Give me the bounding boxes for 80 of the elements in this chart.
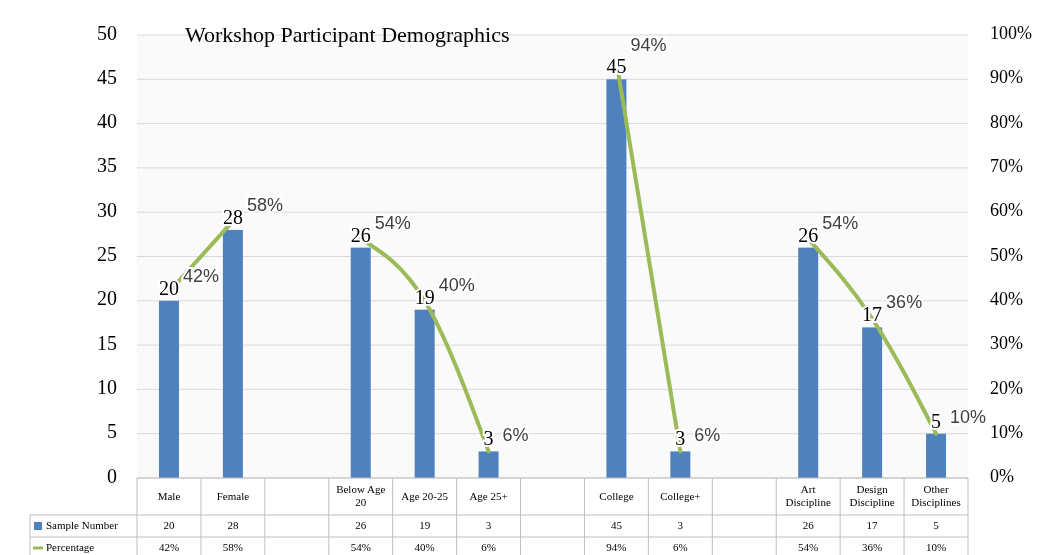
data-label: 58%: [222, 540, 243, 553]
bar: [862, 327, 883, 478]
y2-tick-label: 20%: [990, 377, 1023, 398]
x-tick-label: Design Discipline: [849, 482, 895, 508]
bar: [350, 247, 371, 478]
data-label: 3: [485, 518, 492, 531]
data-label: 19: [419, 518, 431, 531]
text: 26: [798, 223, 819, 246]
chart-title: Workshop Participant Demographics: [185, 22, 510, 47]
y-tick-label: 15: [97, 331, 117, 354]
x-tick-label: Below Age 20: [336, 482, 386, 508]
text: 26: [350, 223, 371, 246]
x-tick-label: Other Disciplines: [911, 482, 961, 508]
data-label: 6%: [673, 540, 688, 553]
y2-tick-label: 0%: [990, 466, 1014, 487]
legend-label: Percentage: [46, 540, 95, 553]
x-tick-label: Art Discipline: [785, 482, 831, 508]
x-tick-label: College: [599, 489, 634, 502]
y2-tick-label: 90%: [990, 67, 1023, 88]
text: 36%: [886, 292, 923, 313]
data-label: 45: [610, 518, 623, 531]
bar: [222, 229, 243, 478]
y2-tick-label: 40%: [990, 288, 1023, 309]
x-tick-label: Female: [216, 489, 250, 502]
y2-tick-label: 60%: [990, 200, 1023, 221]
y-tick-label: 40: [97, 110, 117, 133]
bar: [926, 433, 947, 478]
text: 54%: [822, 212, 859, 233]
text: 54%: [374, 212, 411, 233]
data-label: 28: [227, 518, 239, 531]
x-tick-label: Age 25+: [469, 489, 508, 502]
y-tick-label: 25: [97, 243, 117, 266]
y-tick-label: 0: [107, 464, 117, 487]
data-label: 20: [163, 518, 175, 531]
y2-tick-label: 80%: [990, 111, 1023, 132]
text: 6%: [502, 425, 529, 446]
data-label: 6%: [481, 540, 496, 553]
y-tick-label: 35: [97, 154, 117, 177]
y2-tick-label: 100%: [990, 23, 1032, 44]
data-label: 42%: [158, 540, 180, 553]
x-tick-label: College+: [660, 489, 701, 502]
y-tick-label: 20: [97, 287, 117, 310]
data-label: 54%: [798, 540, 819, 553]
data-label: 26: [355, 518, 367, 531]
bar: [414, 309, 435, 478]
text: 28: [222, 205, 243, 228]
data-label: 36%: [862, 540, 883, 553]
text: 94%: [630, 35, 667, 56]
data-label: 5: [933, 518, 940, 531]
data-label: 54%: [350, 540, 371, 553]
y-tick-label: 10: [97, 375, 117, 398]
y-tick-label: 30: [97, 198, 117, 221]
y2-tick-label: 10%: [990, 421, 1023, 442]
data-label: 3: [677, 518, 684, 531]
text: 3: [483, 427, 494, 450]
data-label: 26: [802, 518, 815, 531]
legend-label: Sample Number: [46, 518, 119, 531]
data-label: 10%: [925, 540, 947, 553]
bar: [798, 247, 819, 478]
y-tick-label: 50: [97, 21, 117, 44]
bar: [478, 451, 499, 478]
bar: [670, 451, 691, 478]
text: 40%: [438, 274, 475, 295]
text: 58%: [246, 194, 283, 215]
data-label: 94%: [606, 540, 627, 553]
y-tick-label: 45: [97, 65, 117, 88]
bar: [158, 300, 179, 478]
y2-tick-label: 30%: [990, 333, 1023, 354]
text: 5: [931, 409, 942, 432]
bar: [606, 79, 627, 478]
y2-tick-label: 70%: [990, 156, 1023, 177]
text: 42%: [182, 265, 219, 286]
y2-tick-label: 50%: [990, 244, 1023, 265]
x-tick-label: Age 20-25: [401, 489, 449, 502]
data-label: 40%: [414, 540, 435, 553]
y-tick-label: 5: [107, 420, 117, 443]
data-label: 17: [866, 518, 879, 531]
text: 10%: [950, 407, 987, 428]
text: 6%: [694, 425, 721, 446]
x-tick-label: Male: [157, 489, 181, 502]
